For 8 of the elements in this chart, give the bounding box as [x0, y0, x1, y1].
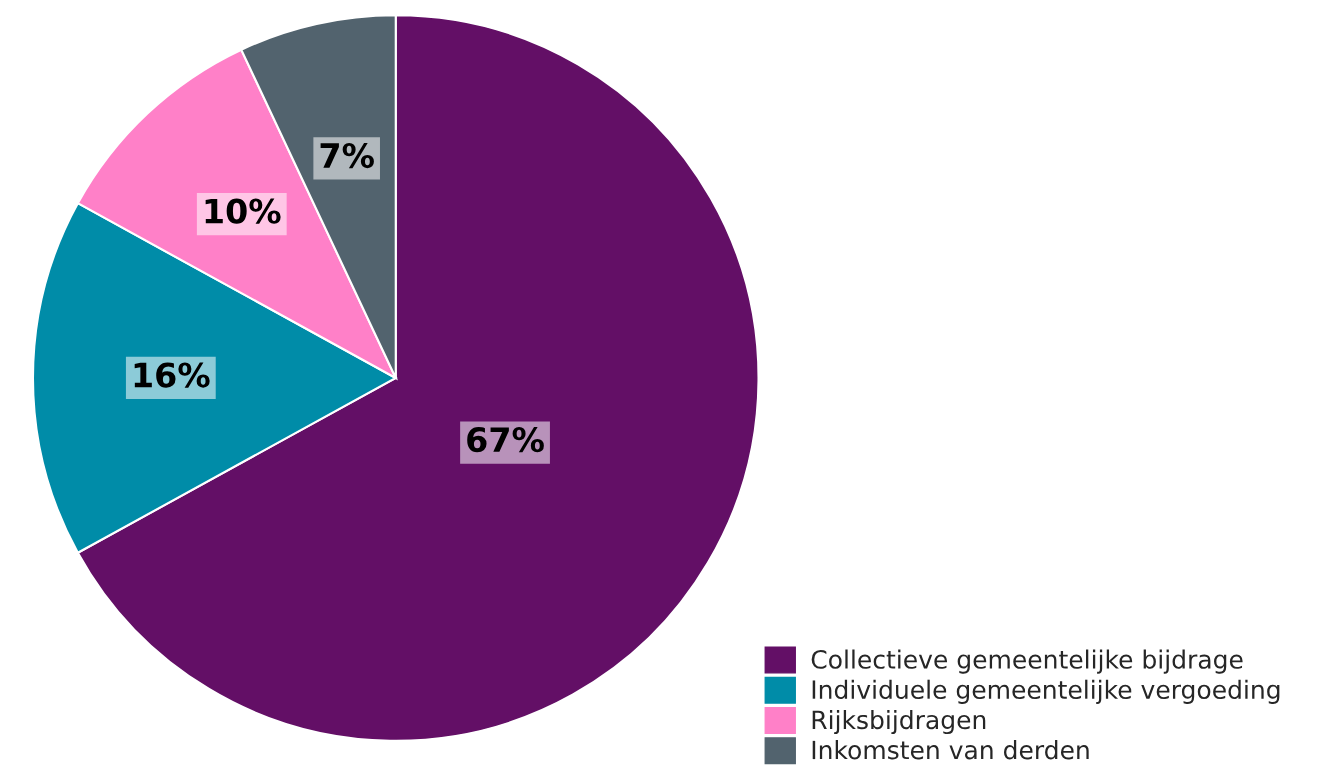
data-label: 10%	[205, 198, 281, 224]
legend-label: Inkomsten van derden	[812, 740, 1089, 760]
data-label: 67%	[467, 427, 544, 453]
data-label: 7%	[320, 142, 374, 169]
legend-label: Collectieve gemeentelijke bijdrage	[811, 649, 1243, 674]
data-label: 16%	[134, 362, 210, 388]
legend-label: Rijksbijdragen	[812, 709, 986, 735]
legend-label: Individuele gemeentelijke vergoeding	[812, 679, 1280, 704]
